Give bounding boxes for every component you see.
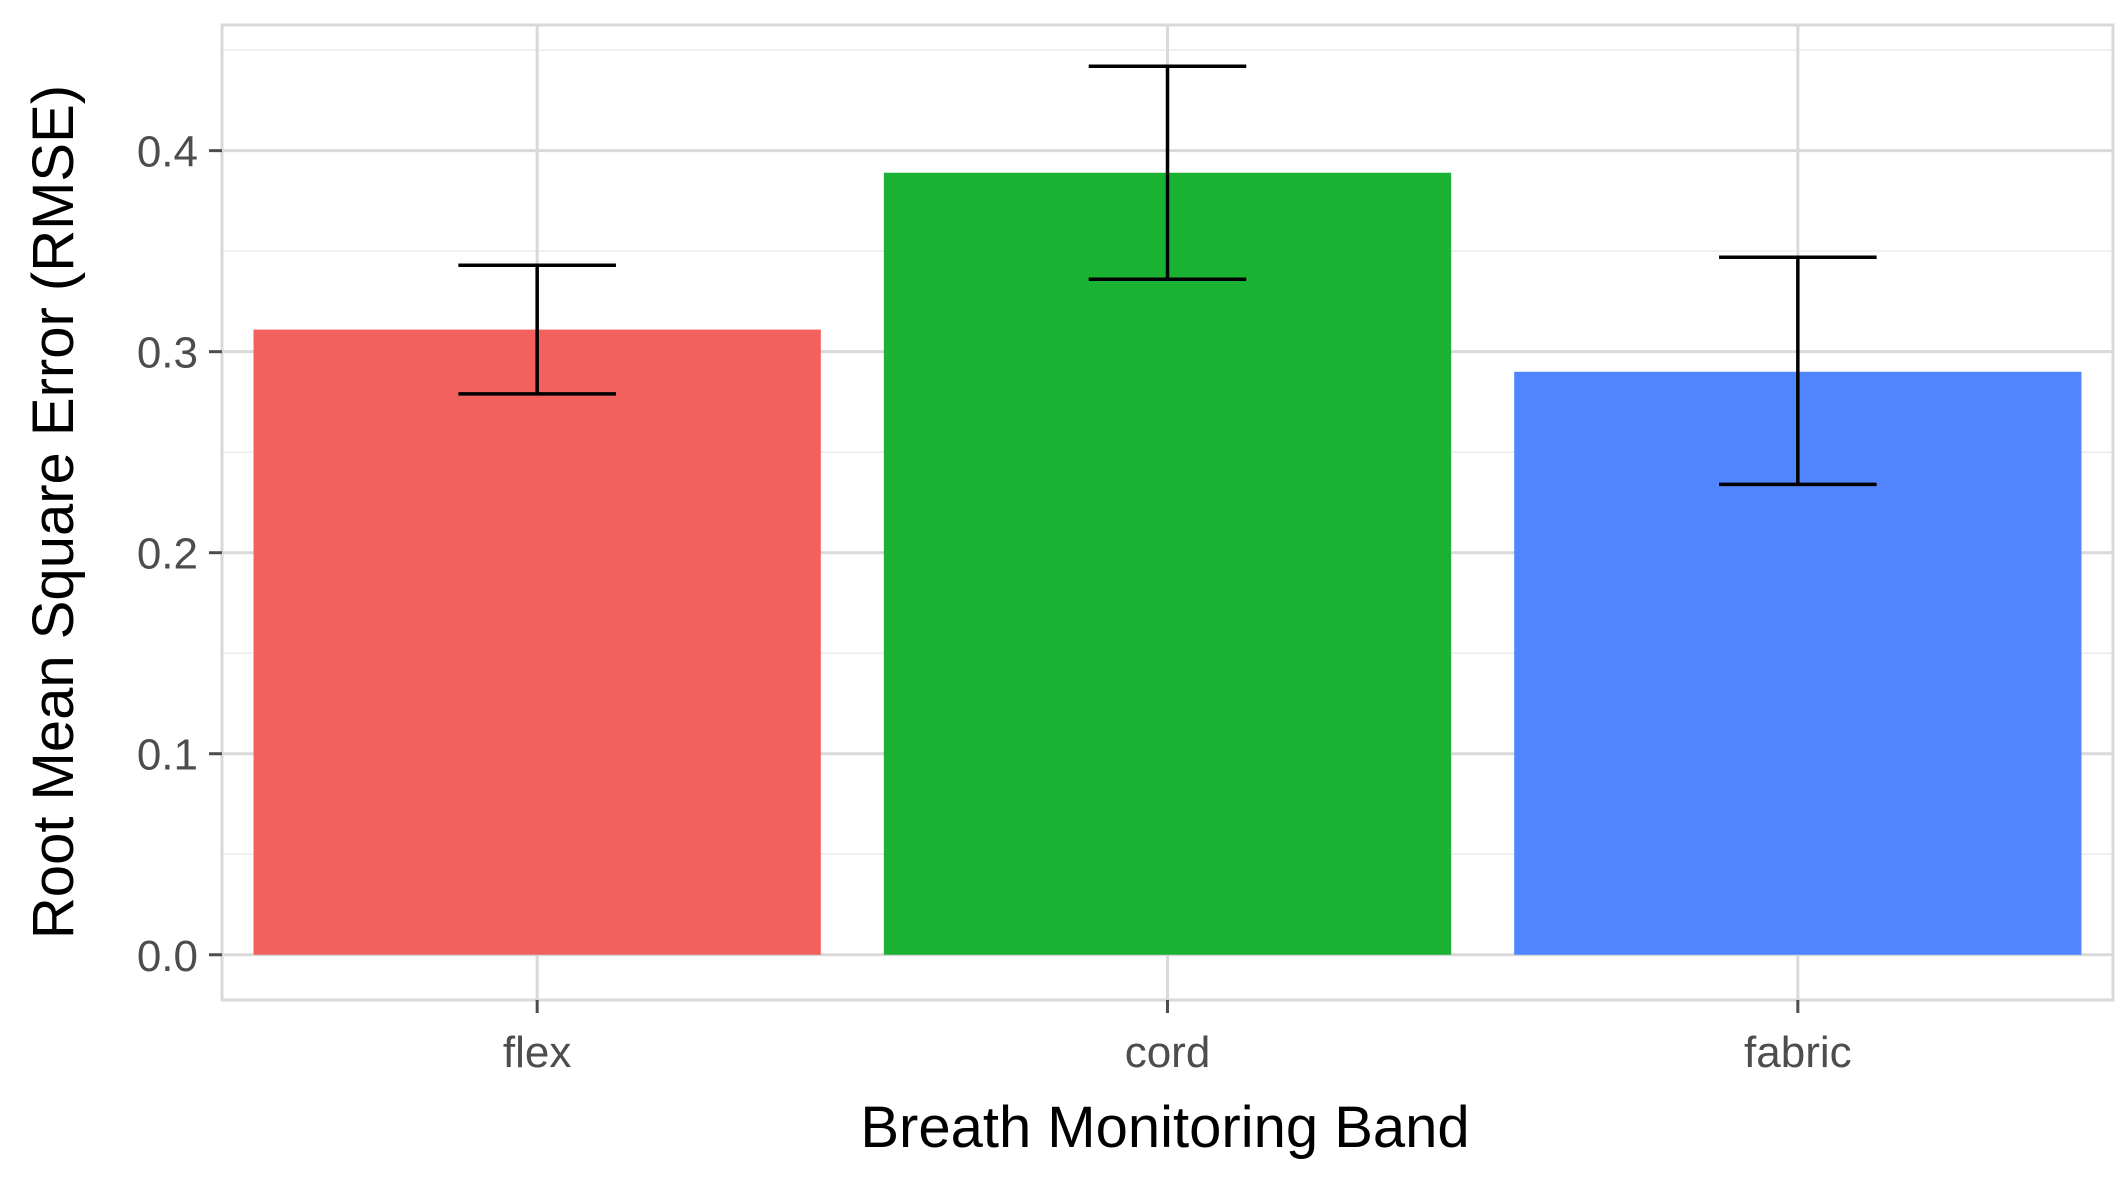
x-tick-label-cord: cord (1125, 1028, 1211, 1077)
y-tick-label: 0.3 (137, 329, 198, 378)
errorbar-flex (458, 263, 616, 396)
y-tick-label: 0.1 (137, 731, 198, 780)
x-axis-title: Breath Monitoring Band (860, 1095, 1469, 1160)
x-tick-label-flex: flex (503, 1028, 571, 1077)
bar-cord (883, 172, 1452, 955)
y-tick-label: 0.2 (137, 530, 198, 579)
y-axis-title: Root Mean Square Error (RMSE) (21, 85, 86, 939)
errorbar-fabric (1719, 255, 1877, 487)
labels-layer: 0.0 0.1 0.2 0.3 0.4 flex cord fabric (137, 128, 1852, 1077)
y-tick-label: 0.0 (137, 932, 198, 981)
errorbars-layer (458, 64, 1877, 487)
y-tick-label: 0.4 (137, 128, 198, 177)
errorbar-cord (1088, 64, 1247, 282)
x-tick-label-fabric: fabric (1744, 1028, 1852, 1077)
bar-flex (253, 329, 821, 955)
axes-layer (209, 23, 2115, 1013)
